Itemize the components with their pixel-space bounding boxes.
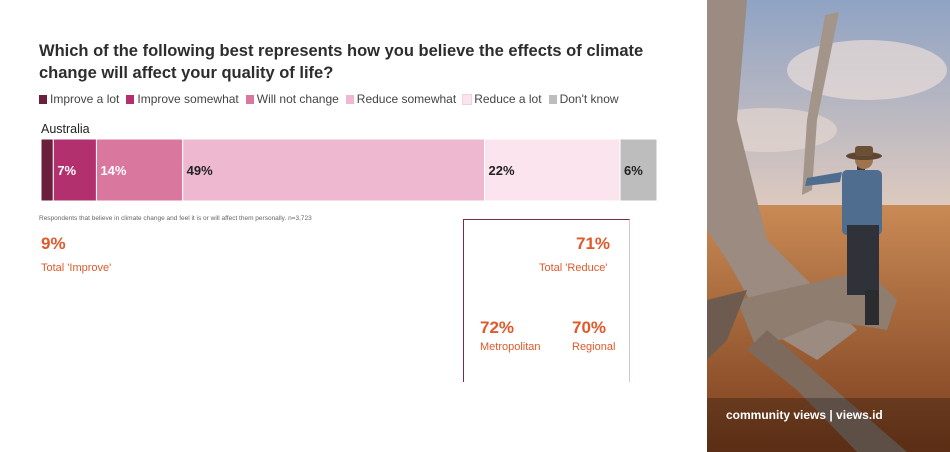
legend-label: Reduce a lot [474,92,542,106]
reduce-summary-box [463,219,630,382]
category-label: Australia [41,122,90,136]
chart-title: Which of the following best represents h… [39,42,644,82]
legend-item: Improve somewhat [126,92,239,106]
chart-footnote: Respondents that believe in climate chan… [39,215,312,222]
metro-value: 72% [480,318,515,337]
regional-value: 70% [572,318,607,337]
bar-data-label: 49% [187,163,213,178]
legend-item: Reduce a lot [462,92,542,106]
bar-data-label: 6% [624,163,643,178]
bar-data-label: 14% [100,163,126,178]
legend-swatch [126,94,135,104]
legend-label: Reduce somewhat [356,92,457,106]
bar-segment [52,138,97,202]
total-reduce-value: 71% [576,234,611,253]
legend-item: Improve a lot [39,92,119,106]
legend-label: Don't know [559,92,619,106]
legend-swatch [245,94,254,104]
total-improve-label: Total 'Improve' [41,262,112,274]
legend-swatch [548,94,557,104]
legend-swatch [39,94,47,104]
total-improve-value: 9% [41,234,66,253]
chart-legend: Improve a lot Improve somewhat Will not ch… [39,92,619,106]
bar-data-label: 7% [57,163,76,178]
regional-label: Regional [572,341,616,353]
legend-item: Will not change [245,92,339,106]
legend-label: Improve somewhat [137,92,239,106]
bar-segment [95,138,184,202]
legend-label: Will not change [256,92,339,106]
stacked-bar-chart: 7% 14% 49% 22% 6% [40,138,658,202]
bar-segment [40,138,54,202]
outback-man-tree-photo [707,0,950,452]
bar-segment [182,138,486,202]
bar-segment [619,138,658,202]
legend-swatch [462,93,473,105]
brand-watermark: community views | views.id [726,408,883,422]
bar-data-label: 22% [489,163,515,178]
bar-segment [484,138,621,202]
legend-item: Don't know [548,92,619,106]
total-reduce-label: Total 'Reduce' [539,262,608,274]
metro-label: Metropolitan [480,341,541,353]
legend-label: Improve a lot [50,92,120,106]
legend-item: Reduce somewhat [345,92,457,106]
legend-swatch [345,94,354,104]
